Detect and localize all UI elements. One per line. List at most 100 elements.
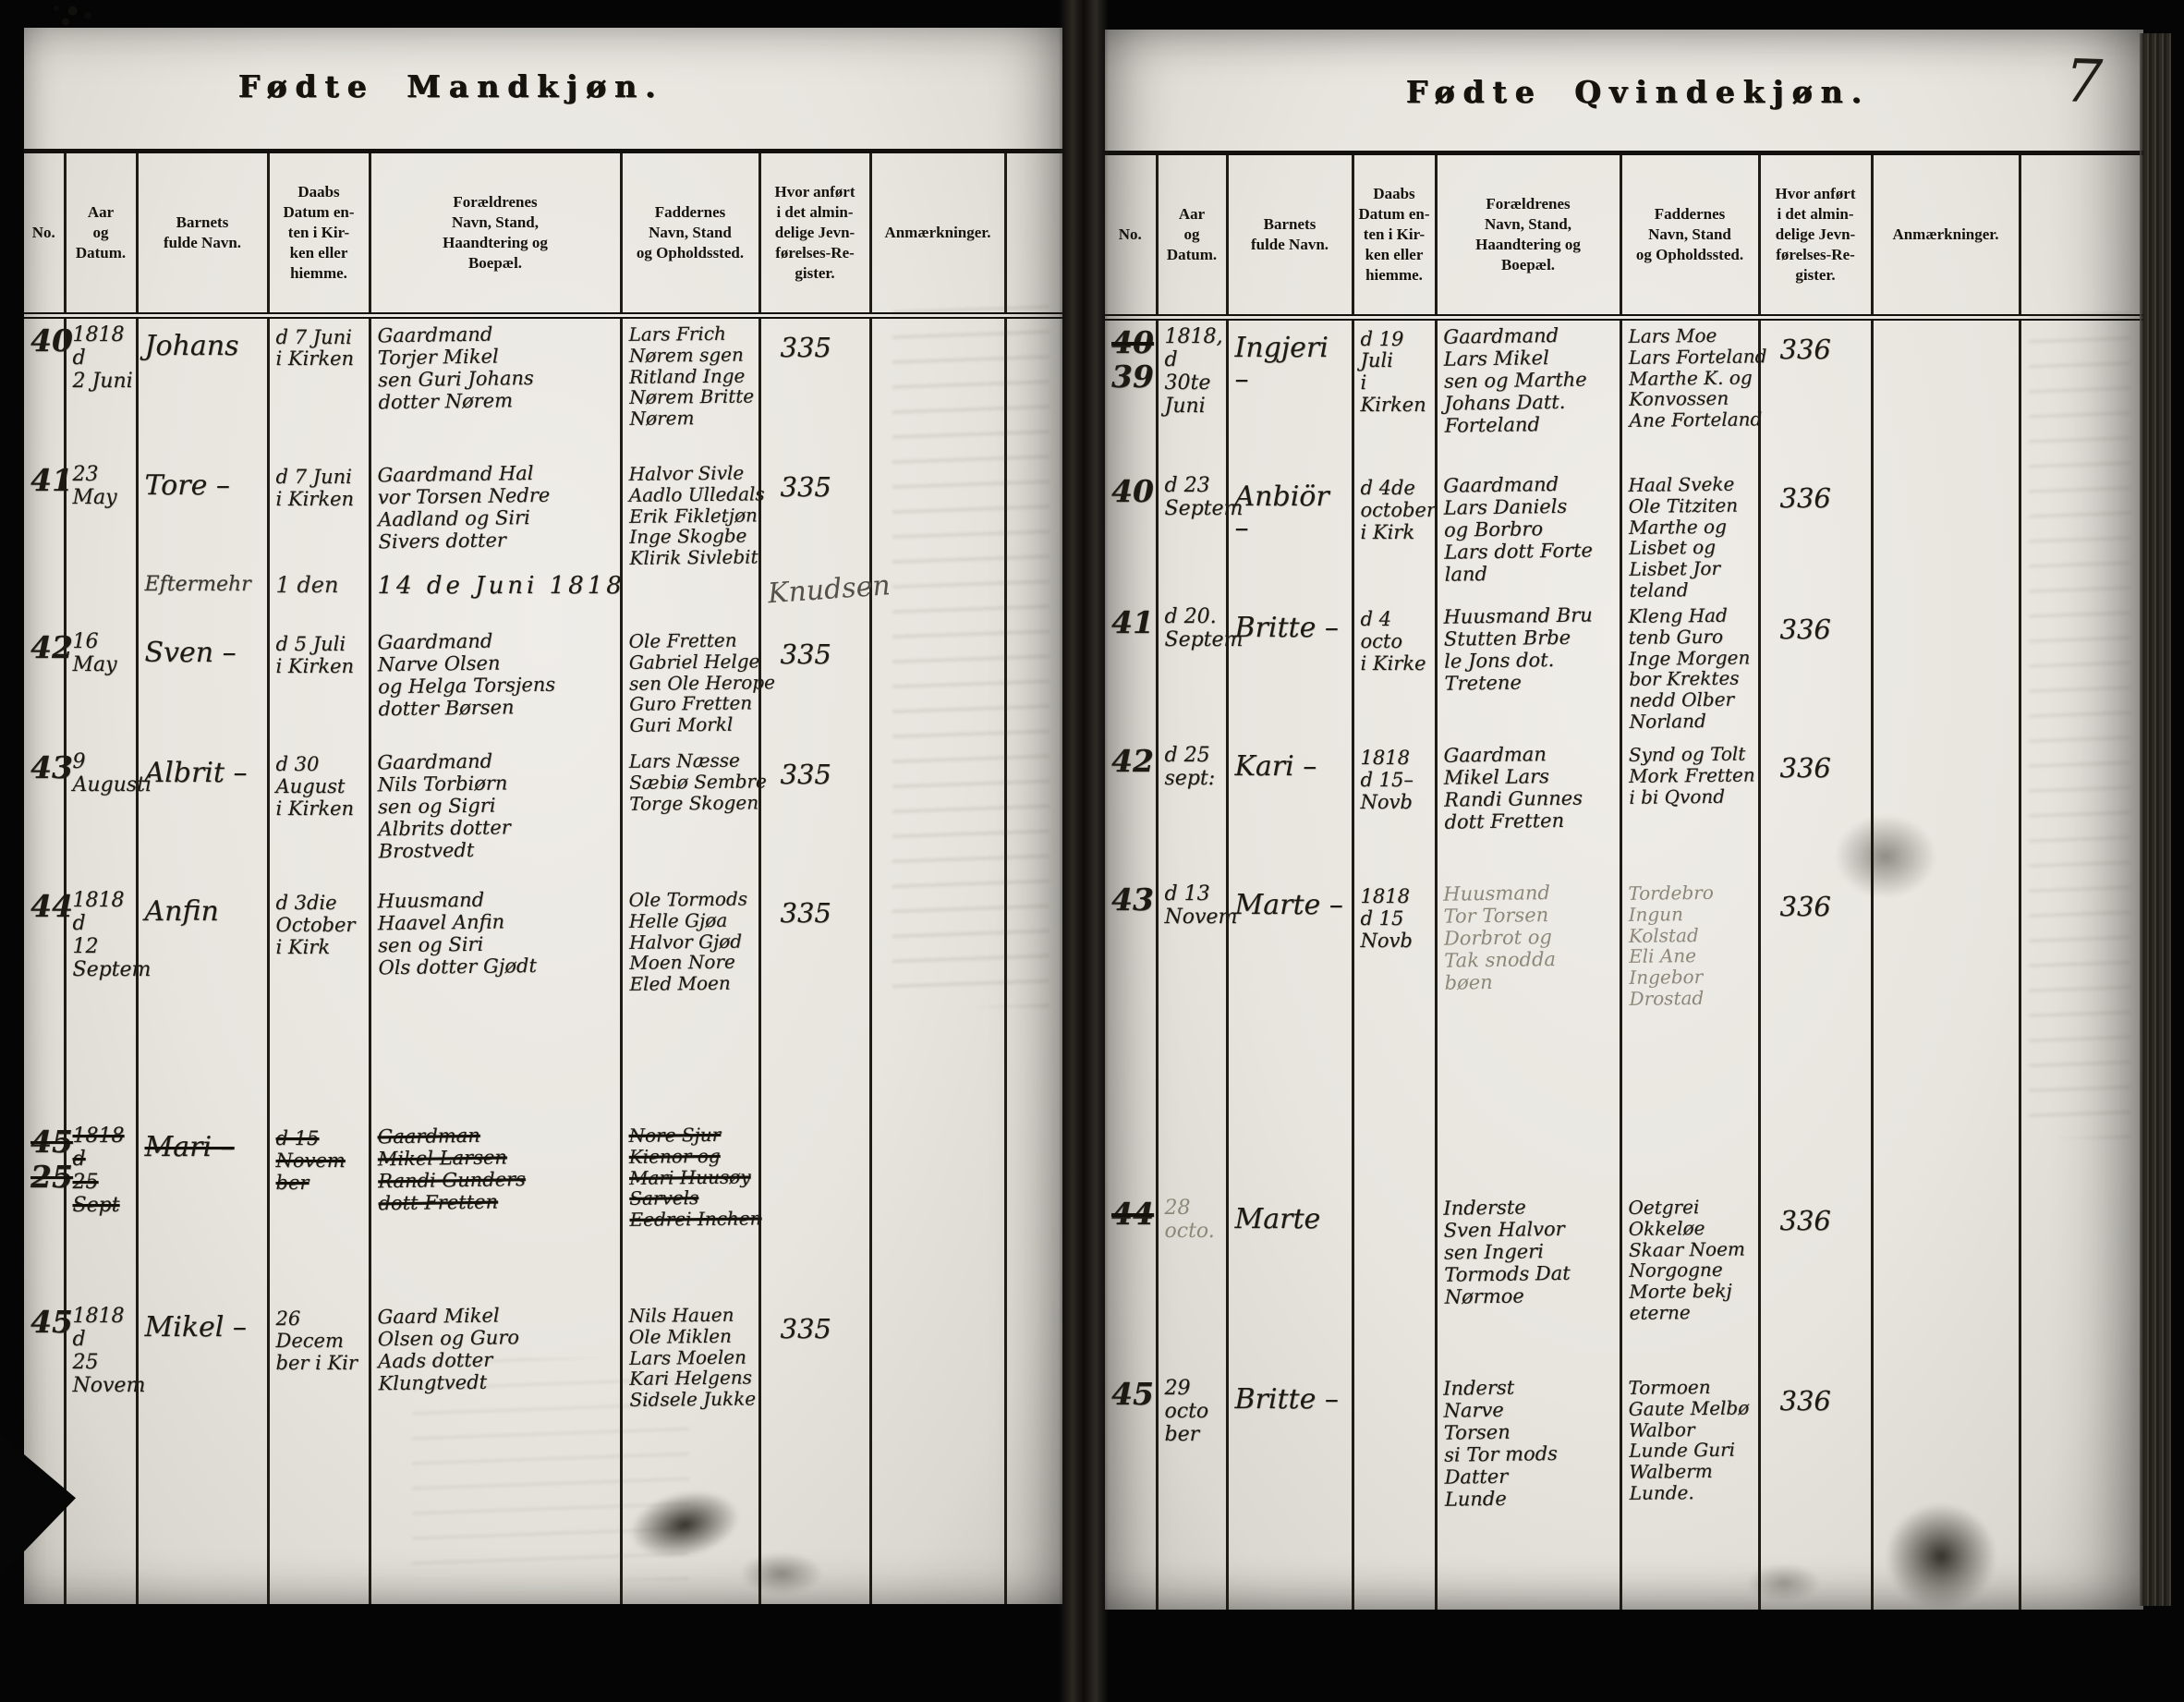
entry-baptism: d 30 August i Kirken (275, 752, 355, 820)
entry-date: 1818 d 12 Septem (72, 888, 152, 982)
entry-baptism: d 3die October i Kirk (275, 891, 356, 958)
col-header-baptism: Daabs Datum en- ten i Kir- ken eller hie… (268, 153, 371, 319)
entry-no: 40 (30, 322, 73, 359)
entry-baptism: 1818 d 15 Novb (1360, 884, 1413, 952)
entry-date: 23 May (72, 463, 117, 510)
register-row: 45 1818 d 25 Novem Mikel – 26 Decem ber … (24, 1299, 1062, 1604)
entry-no: 44 (30, 887, 73, 924)
page-number: 7 (2064, 47, 2105, 117)
register-row: 43 9 Augusti Albrit – d 30 August i Kirk… (24, 745, 1062, 884)
register-row: 42 d 25 sept: Kari – 1818 d 15– Novb Gaa… (1105, 738, 2143, 878)
entry-register-ref: 335 (780, 331, 831, 363)
entry-date: 28 octo. (1164, 1196, 1215, 1243)
entry-register-ref: 335 (780, 896, 831, 929)
right-register-table: No. Aar og Datum. Barnets fulde Navn. Da… (1105, 155, 2143, 1610)
entry-no: 45 (30, 1303, 73, 1340)
col-header-register: Hvor anført i det almin- delige Jevn- fø… (759, 153, 872, 319)
book-gutter (1059, 0, 1109, 1702)
bleed-through (2029, 307, 2130, 1138)
col-header-godparents: Faddernes Navn, Stand og Opholdssted. (621, 153, 761, 319)
register-row-struck: 45 25 1818 d 25 Sept Mari – d 15 Novem be… (24, 1119, 1062, 1300)
entry-godparents: Synd og Tolt Mork Fretten i bi Qvond (1628, 742, 1755, 808)
right-header-row: No. Aar og Datum. Barnets fulde Navn. Da… (1105, 155, 2143, 321)
ink-smudge (1747, 1563, 1821, 1602)
col-header-no: No. (24, 153, 67, 319)
entry-name: Anbiör – (1234, 480, 1329, 545)
register-row: 45 29 octo ber Britte – Inderst Narve To… (1105, 1371, 2143, 1610)
col-header-name: Barnets fulde Navn. (137, 153, 270, 319)
right-page: Fødte Qvindekjøn. 7 No. Aar og Datum. Ba… (1105, 30, 2143, 1610)
entry-name: Marte – (1234, 888, 1343, 921)
entry-baptism: 26 Decem ber i Kir (275, 1307, 358, 1374)
register-row: 41 d 20. Septem Britte – d 4 octo i Kirk… (1105, 600, 2143, 739)
register-row: 40 39 1818, d 30te Juni Ingjeri – d 19 Ju… (1105, 317, 2143, 469)
header-margin-cell (2020, 155, 2143, 321)
col-header-name: Barnets fulde Navn. (1227, 155, 1354, 321)
entry-godparents: Kleng Had tenb Guro Inge Morgen bor Krek… (1627, 603, 1750, 733)
col-header-baptism: Daabs Datum en- ten i Kir- ken eller hie… (1353, 155, 1438, 321)
entry-godparents: Tormoen Gaute Melbø Walbor Lunde Guri Wa… (1627, 1375, 1749, 1504)
entry-register-ref: 336 (1779, 1204, 1831, 1236)
col-header-no: No. (1105, 155, 1159, 321)
entry-name: Albrit – (144, 756, 248, 789)
entry-baptism: d 4 octo i Kirke (1360, 607, 1426, 675)
entry-register-ref: 335 (780, 471, 831, 503)
entry-no: 41 (1111, 603, 1154, 640)
left-page-title: Fødte Mandkjøn. (238, 68, 664, 104)
entry-register-ref: 336 (1779, 333, 1831, 365)
entry-date: 29 octo ber (1164, 1376, 1209, 1446)
entry-godparents: Halvor Sivle Aadlo Ulledals Erik Fikletj… (627, 461, 765, 570)
entry-no-crossed: 45 (30, 1123, 73, 1160)
entry-no: 45 (1111, 1375, 1154, 1412)
entry-baptism (1361, 1377, 1433, 1380)
entry-name: Mikel – (144, 1310, 247, 1343)
entry-godparents: Ole Tormods Helle Gjøa Halvor Gjød Moen … (627, 887, 747, 996)
left-register-table: No. Aar og Datum. Barnets fulde Navn. Da… (24, 153, 1062, 1604)
entry-baptism (1361, 1197, 1433, 1200)
register-row: 41 23 May Tore – d 7 Juni i Kirken Gaard… (24, 458, 1062, 570)
entry-name: Mari – (144, 1130, 235, 1163)
entry-godparents: Oetgrei Okkeløe Skaar Noem Norgogne Mort… (1627, 1195, 1745, 1324)
entry-godparents: Tordebro Ingun Kolstad Eli Ane Ingebor D… (1627, 881, 1714, 1010)
entry-name: Sven – (144, 636, 237, 669)
entry-no: 40 (1111, 473, 1154, 509)
header-margin-cell (1005, 153, 1062, 319)
note-date: 14 de Juni 1818 (377, 571, 625, 600)
bleed-through (892, 305, 1050, 1007)
entry-godparents: Lars Moe Lars Forteland Marthe K. og Kon… (1627, 323, 1767, 432)
entry-baptism: d 5 Juli i Kirken (275, 632, 355, 677)
entry-date: 1818 d 25 Sept (72, 1124, 125, 1218)
col-header-parents: Forældrenes Navn, Stand, Haandtering og … (1436, 155, 1622, 321)
entry-no: 25 (30, 1158, 73, 1195)
entry-date: 1818 d 2 Juni (72, 322, 133, 393)
entry-baptism: d 19 Juli i Kirken (1360, 327, 1426, 417)
entry-name: Ingjeri – (1234, 331, 1329, 395)
right-header-rule (1105, 151, 2143, 155)
entry-register-ref: 335 (780, 1312, 831, 1344)
right-page-title: Fødte Qvindekjøn. (1406, 74, 1871, 110)
entry-register-ref: 336 (1779, 1384, 1831, 1416)
entry-baptism: 1818 d 15– Novb (1360, 746, 1414, 813)
col-header-parents: Forældrenes Navn, Stand, Haandtering og … (370, 153, 623, 319)
col-header-remarks: Anmærkninger. (1872, 155, 2021, 321)
entry-no: 39 (1111, 359, 1154, 395)
entry-name: Britte – (1234, 1382, 1339, 1416)
entry-no: 43 (1111, 881, 1154, 918)
entry-no: 42 (30, 628, 73, 665)
ink-smudge (740, 1552, 823, 1595)
register-row: 44 1818 d 12 Septem Anfin d 3die October… (24, 883, 1062, 1120)
entry-register-ref: 335 (780, 638, 831, 670)
entry-register-ref: 336 (1779, 613, 1831, 645)
note-name: Eftermehr (144, 572, 251, 596)
entry-name: Anfin (144, 894, 219, 928)
ink-smudge (1835, 815, 1936, 898)
entry-godparents: Nore Sjur Kienor og Mari Huusøy Sarvels … (627, 1123, 762, 1232)
entry-name: Britte – (1234, 611, 1339, 644)
entry-name: Tore – (144, 469, 230, 502)
entry-no: 42 (1111, 742, 1154, 779)
register-row: 43 d 13 Novem Marte – 1818 d 15 Novb Huu… (1105, 877, 2143, 1192)
entry-register-ref: 335 (780, 758, 831, 790)
left-header-rule (24, 149, 1062, 153)
col-header-register: Hvor anført i det almin- delige Jevn- fø… (1759, 155, 1874, 321)
